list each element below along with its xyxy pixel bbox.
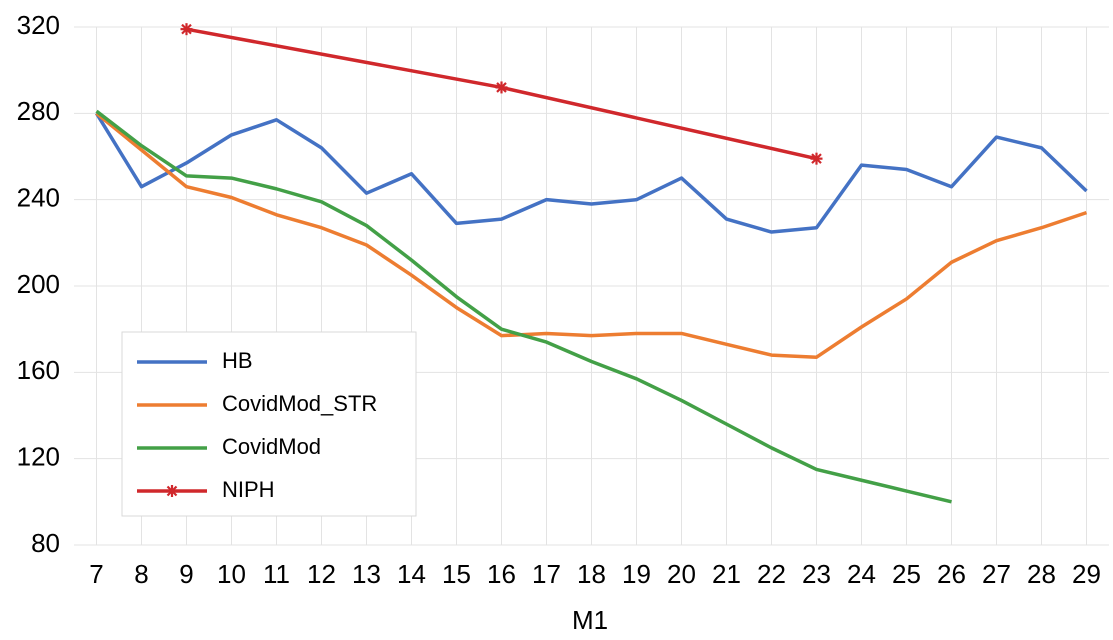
y-tick-label: 240 xyxy=(17,183,60,213)
marker-stroke xyxy=(181,23,192,35)
x-tick-label: 25 xyxy=(892,559,921,589)
y-tick-label: 160 xyxy=(17,355,60,385)
x-tick-label: 11 xyxy=(263,559,290,589)
legend-label: HB xyxy=(222,348,253,373)
x-tick-label: 29 xyxy=(1072,559,1101,589)
x-tick-label: 19 xyxy=(622,559,651,589)
series-line xyxy=(95,111,1088,359)
x-tick-label: 18 xyxy=(577,559,606,589)
legend: HB CovidMod_STR CovidMod NIPH xyxy=(121,331,417,517)
marker-stroke xyxy=(811,153,822,164)
x-tick-label: 16 xyxy=(487,559,516,589)
y-tick-label: 200 xyxy=(17,269,60,299)
marker xyxy=(180,23,193,36)
y-tick-label: 120 xyxy=(17,442,60,472)
marker xyxy=(495,81,508,94)
x-tick-label: 23 xyxy=(802,559,831,589)
x-tick-label: 26 xyxy=(937,559,966,589)
x-tick-label: 27 xyxy=(982,559,1011,589)
y-tick-label: 320 xyxy=(17,10,60,40)
y-tick-label: 280 xyxy=(17,96,60,126)
x-tick-label: 22 xyxy=(757,559,786,589)
x-tick-label: 21 xyxy=(712,559,741,589)
x-tick-label: 15 xyxy=(442,559,471,589)
series-line xyxy=(95,109,952,504)
x-tick-label: 8 xyxy=(134,559,148,589)
series-line xyxy=(95,112,1088,234)
y-tick-label: 80 xyxy=(31,528,60,558)
x-tick-label: 10 xyxy=(217,559,246,589)
x-tick-label: 9 xyxy=(179,559,193,589)
x-tick-label: 12 xyxy=(307,559,336,589)
marker-stroke xyxy=(496,82,507,93)
x-tick-label: 20 xyxy=(667,559,696,589)
x-axis-label: M1 xyxy=(572,605,608,635)
marker-stroke xyxy=(166,485,178,497)
x-tick-label: 14 xyxy=(397,559,426,589)
x-tick-label: 24 xyxy=(847,559,876,589)
marker xyxy=(810,152,823,165)
x-tick-label: 17 xyxy=(532,559,561,589)
x-tick-label: 13 xyxy=(352,559,381,589)
legend-label: NIPH xyxy=(222,477,275,502)
x-tick-label: 28 xyxy=(1027,559,1056,589)
marker xyxy=(166,485,178,497)
x-tick-label: 7 xyxy=(89,559,103,589)
legend-label: CovidMod xyxy=(222,434,321,459)
legend-label: CovidMod_STR xyxy=(222,391,377,416)
